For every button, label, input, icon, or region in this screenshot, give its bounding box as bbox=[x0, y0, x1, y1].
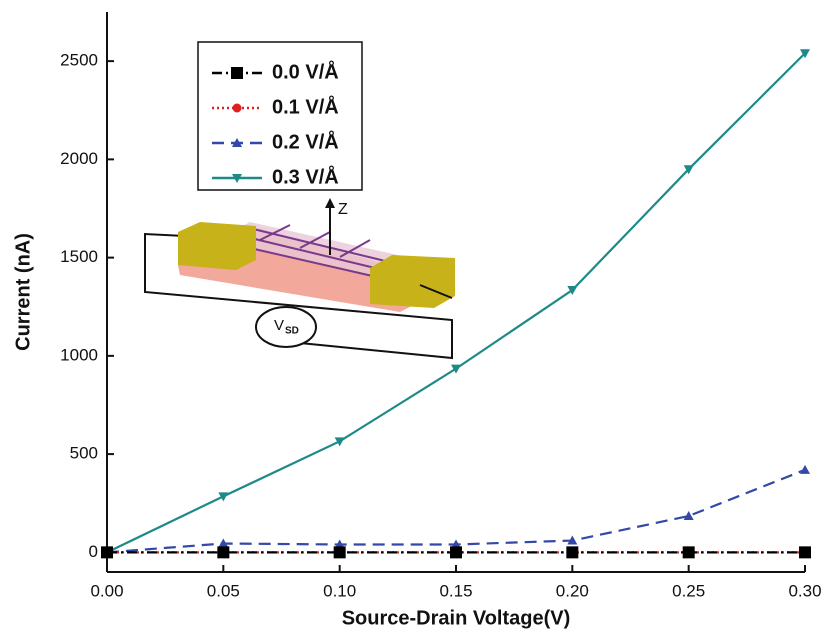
marker bbox=[217, 546, 230, 559]
marker bbox=[232, 103, 242, 113]
y-tick-label: 1500 bbox=[60, 247, 98, 266]
inset: V SD Z bbox=[144, 198, 455, 360]
voltage-label: V bbox=[274, 317, 284, 334]
voltage-source bbox=[255, 306, 317, 348]
marker bbox=[567, 286, 578, 296]
y-tick-label: 0 bbox=[89, 542, 98, 561]
legend-box bbox=[197, 41, 363, 191]
marker bbox=[218, 538, 229, 548]
circuit-wire bbox=[144, 232, 453, 360]
x-tick-label: 0.25 bbox=[672, 581, 705, 600]
x-tick-label: 0.15 bbox=[439, 581, 472, 600]
marker bbox=[334, 437, 345, 447]
x-axis-label: Source-Drain Voltage(V) bbox=[342, 607, 571, 629]
marker bbox=[232, 174, 242, 183]
y-tick-label: 2500 bbox=[60, 51, 98, 70]
x-tick-label: 0.20 bbox=[556, 581, 589, 600]
lattice-bonds bbox=[214, 224, 411, 281]
z-label: Z bbox=[338, 201, 348, 218]
marker bbox=[683, 165, 694, 175]
marker bbox=[450, 546, 462, 559]
legend: 0.0 V/Å 0.1 V/Å 0.2 V/Å 0.3 V/Å bbox=[197, 41, 363, 191]
marker bbox=[451, 364, 461, 374]
marker bbox=[232, 138, 242, 147]
marker bbox=[566, 546, 579, 559]
marker bbox=[231, 67, 243, 79]
y-tick-label: 2000 bbox=[60, 149, 98, 168]
x-tick-label: 0.05 bbox=[207, 581, 240, 600]
y-tick-label: 500 bbox=[70, 444, 98, 463]
voltage-subscript: SD bbox=[285, 326, 299, 337]
z-arrowhead bbox=[325, 198, 335, 208]
x-tick-label: 0.00 bbox=[90, 581, 123, 600]
marker bbox=[682, 546, 695, 559]
marker bbox=[567, 535, 578, 545]
legend-label: 0.1 V/Å bbox=[272, 94, 339, 118]
marker bbox=[451, 539, 461, 549]
x-tick-label: 0.10 bbox=[323, 581, 356, 600]
legend-label: 0.2 V/Å bbox=[272, 129, 339, 153]
marker bbox=[218, 492, 229, 502]
marker bbox=[333, 546, 346, 559]
marker bbox=[799, 546, 811, 559]
marker bbox=[334, 539, 345, 549]
legend-label: 0.3 V/Å bbox=[272, 164, 339, 188]
marker bbox=[800, 49, 810, 59]
marker bbox=[800, 464, 810, 474]
y-tick-label: 1000 bbox=[60, 345, 98, 364]
marker bbox=[683, 511, 694, 520]
y-axis-label: Current (nA) bbox=[12, 233, 34, 351]
electrode bbox=[370, 255, 455, 308]
legend-label: 0.0 V/Å bbox=[272, 59, 339, 83]
electrode bbox=[178, 222, 256, 270]
marker bbox=[101, 546, 113, 559]
x-tick-label: 0.30 bbox=[788, 581, 821, 600]
wire-tip bbox=[419, 284, 453, 299]
